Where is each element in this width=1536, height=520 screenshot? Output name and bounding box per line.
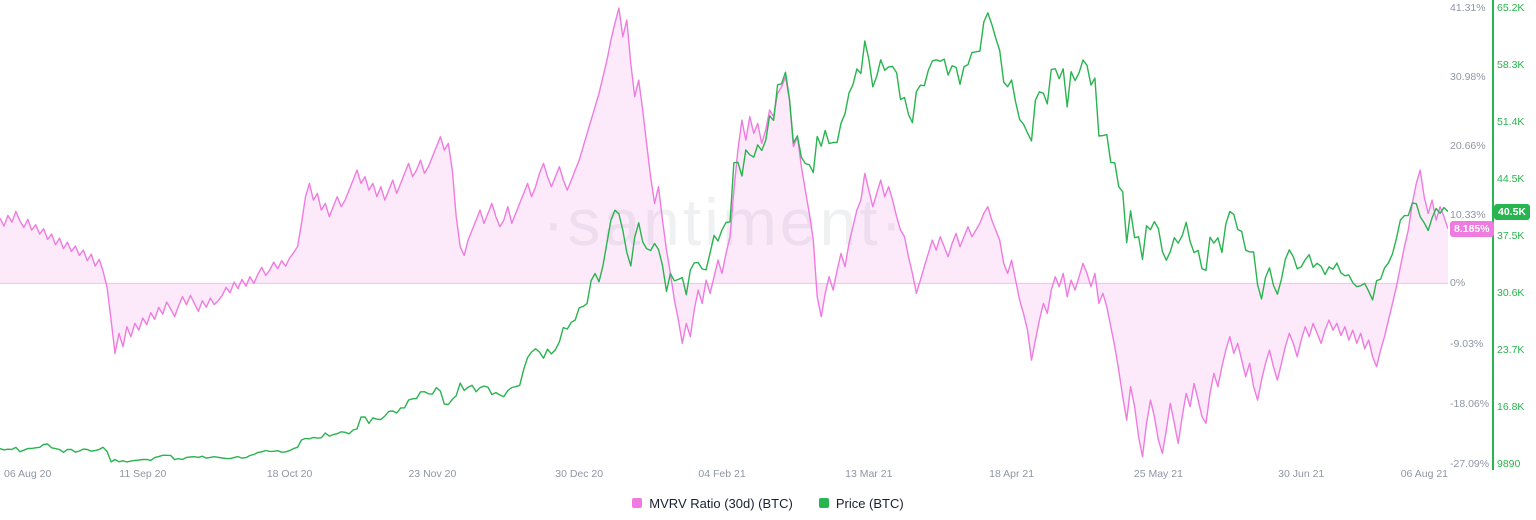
price-legend-swatch [818, 498, 829, 508]
price-axis-tick: 9890 [1497, 458, 1521, 470]
price-axis-tick: 16.8K [1497, 401, 1525, 414]
price-axis-tick: 51.4K [1497, 115, 1525, 128]
price-axis-tick: 58.3K [1497, 58, 1525, 71]
x-axis-label: 13 Mar 21 [845, 468, 893, 480]
price-axis-tick: 23.7K [1497, 344, 1525, 357]
price-legend-label: Price (BTC) [835, 495, 904, 511]
x-axis-label: 11 Sep 20 [119, 468, 167, 480]
x-axis-label: 25 May 21 [1133, 468, 1183, 480]
price-axis-tick: 44.5K [1497, 172, 1525, 185]
mvrv-legend-swatch [632, 498, 643, 508]
mvrv-axis-tick: -27.09% [1450, 458, 1490, 470]
x-axis-label: 23 Nov 20 [408, 468, 457, 480]
x-axis-label: 18 Apr 21 [989, 468, 1035, 480]
mvrv-axis-tick: 10.33% [1450, 208, 1486, 221]
x-axis-label: 30 Jun 21 [1278, 468, 1325, 480]
x-axis-label: 06 Aug 20 [4, 468, 52, 480]
price-line-series [0, 12, 1448, 463]
legend-item-mvrv[interactable]: MVRV Ratio (30d) (BTC) [632, 496, 793, 511]
mvrv-current-badge: 8.185% [1450, 220, 1494, 237]
price-axis-tick: 30.6K [1497, 287, 1525, 300]
price-current-badge: 40.5K [1494, 203, 1531, 220]
x-axis: 06 Aug 20 11 Sep 20 18 Oct 20 23 Nov 20 30 D… [0, 468, 1448, 484]
mvrv-y-axis: 41.31% 30.98% 20.66% 10.33% 0% -9.03% -18.06% -… [1450, 0, 1494, 470]
x-axis-label: 30 Dec 20 [555, 468, 604, 480]
mvrv-axis-tick: -9.03% [1450, 337, 1484, 350]
mvrv-axis-tick: 20.66% [1450, 139, 1486, 152]
mvrv-axis-tick: -18.06% [1450, 397, 1490, 410]
chart-plot-area[interactable] [0, 0, 1448, 470]
x-axis-label: 04 Feb 21 [698, 468, 746, 480]
price-axis-tick: 65.2K [1497, 2, 1525, 14]
mvrv-area-fill [0, 8, 1448, 457]
x-axis-label: 18 Oct 20 [266, 468, 313, 480]
mvrv-axis-tick: 0% [1450, 277, 1466, 290]
price-axis-tick: 37.5K [1497, 230, 1525, 243]
mvrv-axis-tick: 30.98% [1450, 70, 1486, 83]
mvrv-legend-label: MVRV Ratio (30d) (BTC) [649, 495, 793, 511]
mvrv-axis-tick: 41.31% [1450, 2, 1486, 14]
legend: MVRV Ratio (30d) (BTC) Price (BTC) [0, 493, 1536, 513]
legend-item-price[interactable]: Price (BTC) [818, 495, 904, 511]
mvrv-line-series [0, 7, 1448, 458]
price-y-axis: 65.2K 58.3K 51.4K 44.5K 37.5K 30.6K 23.7K 16.8K… [1497, 0, 1535, 470]
x-axis-label: 06 Aug 21 [1400, 468, 1448, 480]
